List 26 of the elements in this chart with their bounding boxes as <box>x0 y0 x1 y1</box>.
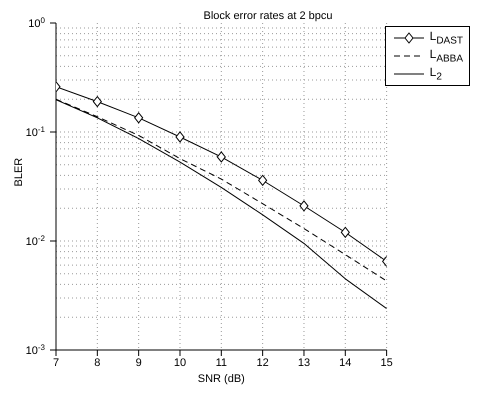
point <box>175 131 184 142</box>
y-tick-label: 10$^{0}$ <box>28 16 46 30</box>
x-tick-label: 7 <box>52 356 60 369</box>
x-tick-label: 9 <box>136 356 142 369</box>
point <box>299 200 308 212</box>
point <box>92 96 102 108</box>
legend-label: L$_{2}$ <box>430 65 442 83</box>
chart-title: Block error rates at 2 bpcu <box>203 10 333 22</box>
x-tick-label: 13 <box>298 356 310 369</box>
x-tick-label: 15 <box>380 356 393 369</box>
x-tick-label: 14 <box>339 356 352 369</box>
x-axis-title: SNR (dB) <box>198 373 245 385</box>
point <box>340 226 350 238</box>
legend-label: L$_{ABBA}$ <box>430 47 463 65</box>
legend-label: L$_{DAST}$ <box>430 29 463 47</box>
point <box>134 112 144 124</box>
y-tick-label: 10$^{-2}$ <box>26 234 46 248</box>
y-tick-label: 10$^{-1}$ <box>26 124 46 139</box>
point <box>216 151 226 162</box>
point <box>258 174 268 186</box>
x-tick-label: 8 <box>94 356 100 369</box>
y-axis-title: BLER <box>12 158 25 186</box>
x-tick-label: 11 <box>216 356 228 369</box>
y-tick-label: 10$^{-3}$ <box>26 342 46 357</box>
x-tick-label: 10 <box>174 356 186 369</box>
x-tick-label: 12 <box>256 356 269 369</box>
